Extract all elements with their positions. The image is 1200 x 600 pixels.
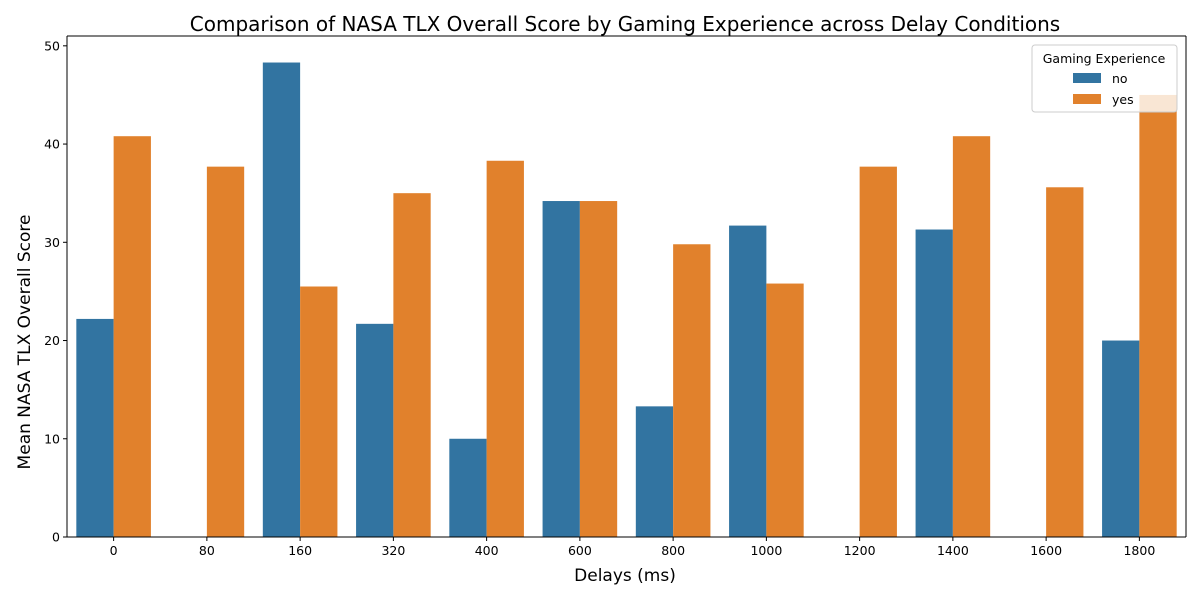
legend: Gaming Experience no yes	[1031, 44, 1178, 113]
bar-yes-160	[300, 286, 338, 537]
y-axis-label: Mean NASA TLX Overall Score	[15, 215, 35, 470]
x-axis: 0 80 160 320 400 600 800 1000 1200 1400 1600 1800	[110, 537, 1155, 558]
x-axis-label: Delays (ms)	[574, 566, 676, 586]
x-tick-label: 320	[381, 543, 405, 558]
x-tick-label: 1400	[937, 543, 969, 558]
bar-yes-1800	[1139, 94, 1177, 538]
x-tick-label: 400	[475, 543, 499, 558]
bar-no-400	[449, 438, 487, 537]
x-tick-label: 0	[110, 543, 118, 558]
y-tick-label: 10	[44, 431, 60, 446]
x-tick-label: 1600	[1030, 543, 1062, 558]
x-tick-label: 600	[568, 543, 592, 558]
plot-area	[66, 35, 1187, 538]
bar-yes-600	[579, 201, 618, 538]
bar-yes-80	[206, 166, 245, 537]
y-tick-label: 0	[52, 530, 60, 545]
legend-title: Gaming Experience	[1043, 51, 1166, 66]
x-tick-label: 1000	[750, 543, 782, 558]
x-tick-label: 1200	[844, 543, 876, 558]
y-tick-label: 30	[44, 235, 60, 250]
legend-label-yes: yes	[1112, 92, 1134, 107]
bar-yes-1000	[766, 283, 804, 537]
bar-no-160	[262, 62, 301, 537]
x-tick-label: 1800	[1123, 543, 1155, 558]
bar-no-0	[76, 318, 114, 537]
bar-no-800	[635, 406, 674, 537]
bar-yes-1400	[952, 136, 991, 537]
legend-box	[1031, 44, 1178, 113]
bar-yes-1600	[1046, 187, 1084, 537]
y-tick-label: 40	[44, 137, 60, 152]
bar-yes-800	[673, 244, 711, 537]
bar-no-1400	[915, 229, 953, 537]
legend-swatch-no	[1073, 73, 1101, 83]
chart-title: Comparison of NASA TLX Overall Score by …	[190, 12, 1060, 36]
bar-no-320	[356, 323, 394, 537]
y-tick-label: 20	[44, 333, 60, 348]
x-tick-label: 800	[661, 543, 685, 558]
y-axis: 0 10 20 30 40 50	[44, 38, 67, 545]
bar-yes-0	[113, 136, 151, 537]
x-tick-label: 160	[288, 543, 312, 558]
y-tick-label: 50	[44, 38, 60, 53]
axes-frame	[66, 35, 1187, 538]
x-tick-label: 80	[199, 543, 215, 558]
legend-label-no: no	[1112, 71, 1128, 86]
bar-no-1800	[1102, 340, 1140, 537]
bar-yes-1200	[859, 166, 897, 537]
bar-no-1000	[729, 225, 767, 537]
bar-yes-400	[486, 160, 524, 537]
bar-no-600	[542, 201, 580, 538]
legend-swatch-yes	[1073, 94, 1101, 104]
bar-yes-320	[393, 193, 431, 538]
